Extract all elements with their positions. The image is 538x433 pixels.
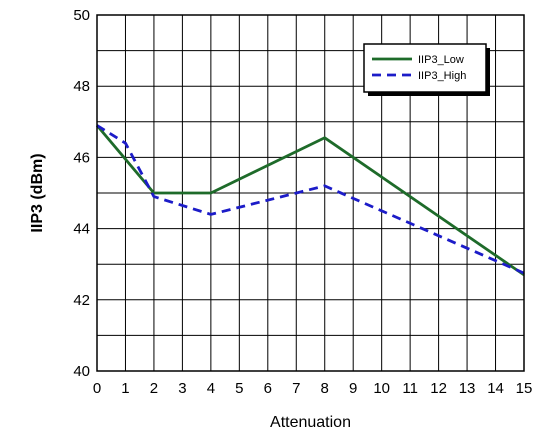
legend-entry-label: IIP3_Low bbox=[418, 54, 464, 66]
x-tick-label: 12 bbox=[430, 380, 447, 397]
y-tick-label: 50 bbox=[73, 7, 90, 24]
x-tick-label: 6 bbox=[264, 380, 272, 397]
x-tick-label: 4 bbox=[207, 380, 215, 397]
x-tick-label: 13 bbox=[459, 380, 476, 397]
legend-entry-label: IIP3_High bbox=[418, 70, 466, 82]
x-tick-label: 0 bbox=[93, 380, 101, 397]
y-axis-label: IIP3 (dBm) bbox=[29, 153, 46, 232]
x-tick-label: 9 bbox=[349, 380, 357, 397]
legend: IIP3_Low IIP3_High bbox=[363, 43, 490, 96]
series-line-iip3-high bbox=[96, 124, 525, 275]
x-tick-label: 15 bbox=[516, 380, 533, 397]
x-tick-label: 14 bbox=[487, 380, 504, 397]
y-tick-label: 46 bbox=[73, 149, 90, 166]
x-tick-label: 2 bbox=[150, 380, 158, 397]
y-tick-label: 44 bbox=[73, 221, 90, 238]
x-tick-label: 7 bbox=[292, 380, 300, 397]
plot-area-frame bbox=[96, 14, 525, 372]
x-tick-label: 1 bbox=[121, 380, 129, 397]
x-tick-labels: 0 1 2 3 4 5 6 7 8 9 10 11 12 13 14 15 bbox=[93, 380, 533, 397]
y-tick-label: 42 bbox=[73, 292, 90, 309]
x-axis-label: Attenuation bbox=[270, 414, 351, 431]
series-layer bbox=[95, 124, 525, 277]
legend-box bbox=[363, 43, 487, 93]
x-tick-label: 11 bbox=[402, 380, 418, 397]
x-tick-label: 5 bbox=[235, 380, 243, 397]
x-tick-label: 8 bbox=[321, 380, 329, 397]
series-line-iip3-low bbox=[95, 124, 525, 277]
y-tick-label: 48 bbox=[73, 78, 90, 95]
y-tick-labels: 40 42 44 46 48 50 bbox=[73, 7, 90, 380]
y-tick-label: 40 bbox=[73, 363, 90, 380]
x-tick-label: 3 bbox=[178, 380, 186, 397]
x-tick-label: 10 bbox=[373, 380, 390, 397]
